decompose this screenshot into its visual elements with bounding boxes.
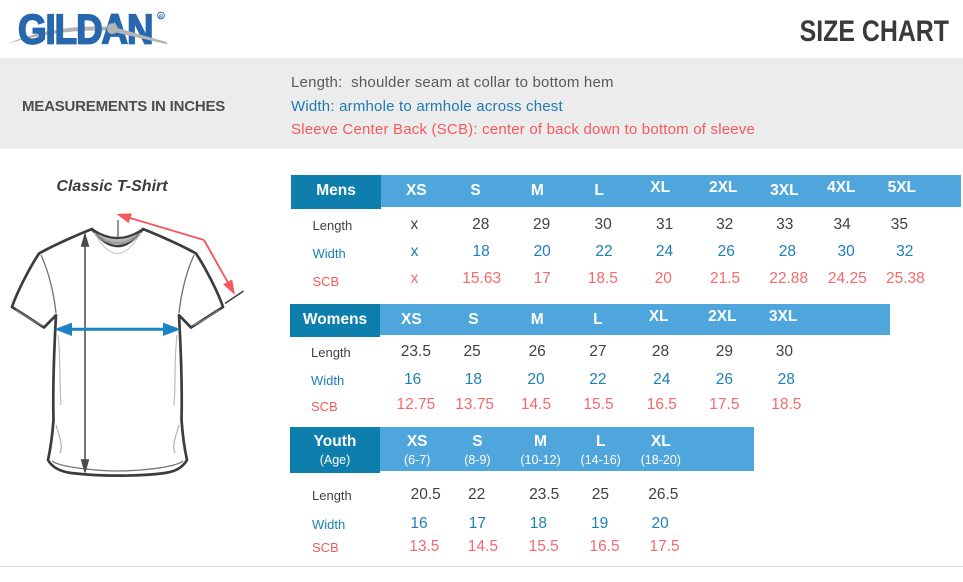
- svg-text:R: R: [159, 14, 163, 20]
- svg-text:GILDAN: GILDAN: [18, 6, 153, 53]
